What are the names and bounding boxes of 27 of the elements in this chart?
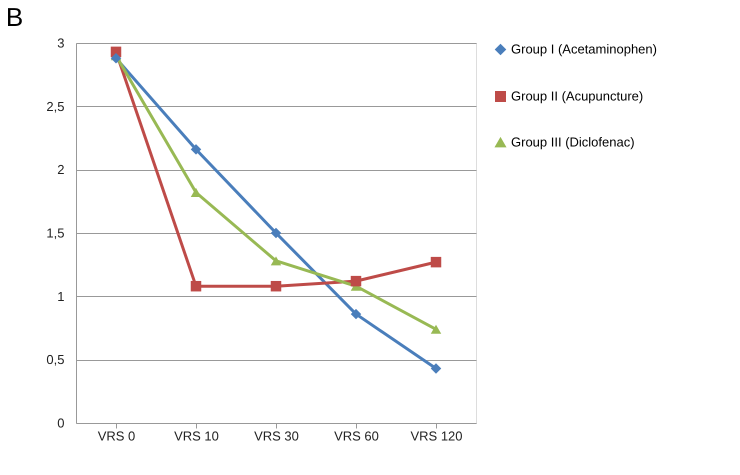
y-tick-label: 1 — [57, 288, 64, 304]
x-tick-label: VRS 30 — [254, 428, 299, 444]
legend-label: Group II (Acupuncture) — [511, 88, 644, 104]
legend-label: Group I (Acetaminophen) — [511, 42, 657, 56]
point — [270, 256, 282, 266]
point — [190, 280, 202, 292]
point — [110, 52, 122, 64]
y-tick-label: 1,5 — [46, 226, 64, 240]
point — [430, 256, 442, 268]
point — [430, 363, 442, 374]
x-tick-label: VRS 120 — [410, 428, 463, 444]
x-tick-label: VRS 60 — [334, 428, 379, 444]
point — [190, 144, 202, 155]
point — [350, 276, 362, 286]
y-tick-label: 2 — [57, 162, 64, 178]
point — [430, 324, 442, 334]
point — [350, 308, 362, 320]
y-tick-label: 0 — [57, 416, 64, 430]
x-tick-label: VRS 10 — [174, 428, 219, 444]
y-tick-label: 3 — [57, 36, 64, 50]
point — [270, 280, 282, 292]
x-tick-label: VRS 0 — [98, 428, 136, 444]
y-tick-label: 0,5 — [46, 352, 64, 368]
chart-title: B — [6, 2, 24, 32]
legend-label: Group III (Diclofenac) — [511, 134, 635, 150]
y-tick-label: 2,5 — [46, 98, 64, 114]
point — [270, 228, 282, 238]
